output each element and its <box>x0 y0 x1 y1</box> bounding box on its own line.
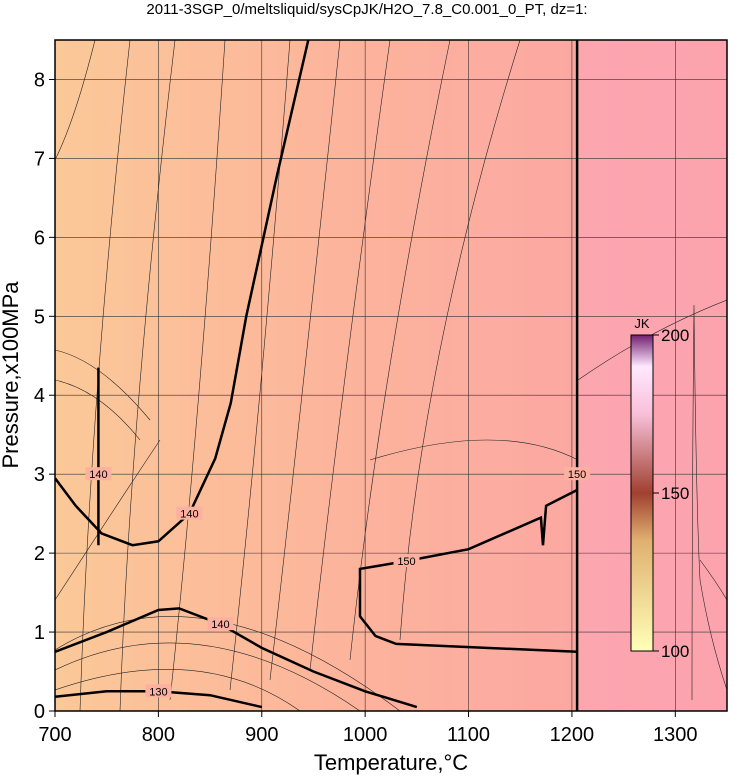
contour-label: 140 <box>89 469 107 481</box>
plot-background <box>55 40 727 711</box>
chart-title: 2011-3SGP_0/meltsliquid/sysCpJK/H2O_7.8_… <box>146 1 587 18</box>
y-tick-label: 8 <box>34 69 45 91</box>
x-tick-label: 1000 <box>343 724 388 746</box>
y-tick-label: 7 <box>34 148 45 170</box>
contour-label-bg <box>85 467 112 481</box>
contour-label: 140 <box>180 509 198 521</box>
x-tick-label: 1300 <box>653 724 698 746</box>
x-tick-label: 1100 <box>447 724 490 746</box>
y-tick-label: 1 <box>34 622 45 644</box>
contour-label: 150 <box>397 556 415 568</box>
contour-label-bg <box>207 617 234 631</box>
y-tick-label: 3 <box>34 464 45 486</box>
y-axis-label: Pressure,x100MPa <box>0 281 23 469</box>
colorbar <box>630 334 654 652</box>
x-axis-label: Temperature,°C <box>314 750 468 775</box>
colorbar-tick-label: 200 <box>661 326 689 345</box>
contour-label: 130 <box>149 686 167 698</box>
y-tick-label: 2 <box>34 543 45 565</box>
y-tick-label: 5 <box>34 306 45 328</box>
contour-label: 150 <box>568 469 586 481</box>
y-tick-label: 0 <box>34 701 45 723</box>
y-tick-label: 6 <box>34 227 45 249</box>
contour-label-bg <box>145 684 172 698</box>
colorbar-label: JK <box>634 316 650 331</box>
contour-label-bg <box>393 554 420 568</box>
y-tick-label: 4 <box>34 385 45 407</box>
x-tick-label: 800 <box>142 724 175 746</box>
contour-label: 140 <box>211 619 229 631</box>
plot-frame <box>54 39 728 712</box>
colorbar-tick-label: 150 <box>661 484 689 503</box>
x-tick-label: 1200 <box>550 724 595 746</box>
x-tick-label: 700 <box>38 724 71 746</box>
contour-label-bg <box>564 467 591 481</box>
contour-label-bg <box>176 506 203 520</box>
x-tick-label: 900 <box>245 724 278 746</box>
colorbar-tick-label: 100 <box>661 642 689 661</box>
